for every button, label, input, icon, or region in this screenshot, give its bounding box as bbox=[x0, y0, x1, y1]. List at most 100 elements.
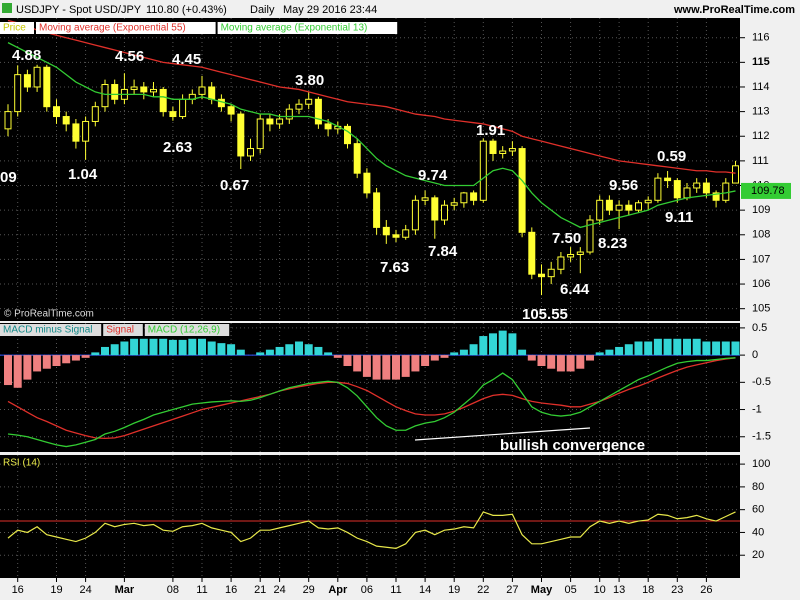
histogram-bar bbox=[537, 355, 546, 366]
histogram-bar bbox=[333, 355, 342, 358]
x-tick-label: 22 bbox=[477, 584, 489, 596]
histogram-bar bbox=[23, 355, 32, 380]
histogram-bar bbox=[81, 355, 90, 358]
x-tick-label: 19 bbox=[50, 584, 62, 596]
y-tick-label: 108 bbox=[752, 229, 770, 241]
candle-body bbox=[237, 113, 245, 157]
histogram-bar bbox=[469, 344, 478, 356]
histogram-bar bbox=[130, 338, 139, 356]
candle-body bbox=[295, 103, 303, 110]
copyright: © ProRealTime.com bbox=[4, 309, 94, 320]
histogram-bar bbox=[624, 344, 633, 356]
histogram-bar bbox=[401, 355, 410, 377]
candle-body bbox=[460, 192, 468, 204]
candle-body bbox=[33, 66, 41, 88]
candle-body bbox=[266, 118, 274, 125]
histogram-bar bbox=[207, 341, 216, 356]
histogram-bar bbox=[227, 344, 236, 356]
candle-body bbox=[702, 182, 710, 194]
x-tick-label: 19 bbox=[448, 584, 460, 596]
price-tag-bg bbox=[741, 182, 791, 199]
histogram-bar bbox=[421, 355, 430, 366]
histogram-bar bbox=[547, 355, 556, 369]
histogram-bar bbox=[527, 355, 536, 361]
y-tick-label: -1.5 bbox=[752, 431, 771, 443]
candle-body bbox=[72, 123, 80, 142]
histogram-bar bbox=[586, 355, 594, 361]
histogram-bar bbox=[702, 341, 711, 356]
candle-body bbox=[421, 197, 429, 201]
x-tick-label: 05 bbox=[564, 584, 576, 596]
candle-body bbox=[450, 202, 458, 206]
y-tick-label: 115 bbox=[752, 56, 770, 68]
price-annotation: 3.80 bbox=[295, 72, 324, 89]
candle-body bbox=[722, 182, 730, 201]
legend-label: Moving average (Exponential 55) bbox=[39, 23, 186, 34]
histogram-bar bbox=[712, 341, 721, 356]
candle-body bbox=[179, 98, 187, 118]
x-tick-label: 27 bbox=[506, 584, 518, 596]
y-tick-label: 80 bbox=[752, 481, 764, 493]
y-tick-label: 60 bbox=[752, 504, 764, 516]
candle-body bbox=[344, 125, 351, 145]
histogram-bar bbox=[673, 338, 682, 356]
candle-body bbox=[150, 88, 157, 93]
x-tick-label: 29 bbox=[303, 584, 315, 596]
price-annotation: 6.44 bbox=[560, 281, 590, 298]
x-tick-label: 24 bbox=[79, 584, 91, 596]
histogram-bar bbox=[430, 355, 439, 361]
candle-body bbox=[314, 98, 322, 125]
histogram-bar bbox=[518, 349, 527, 356]
quote: 110.80 (+0.43%) bbox=[146, 4, 227, 16]
candle-body bbox=[664, 177, 672, 182]
histogram-bar bbox=[362, 355, 371, 377]
histogram-bar bbox=[236, 349, 245, 356]
candle-body bbox=[140, 86, 148, 93]
candle-body bbox=[382, 226, 390, 236]
candle-body bbox=[53, 106, 60, 118]
candle-body bbox=[615, 204, 623, 211]
title: USDJPY - Spot USD/JPY bbox=[16, 4, 142, 16]
candle-body bbox=[169, 111, 177, 118]
histogram-bar bbox=[120, 341, 129, 356]
candle-body bbox=[586, 219, 594, 253]
histogram-bar bbox=[721, 341, 730, 356]
candle-body bbox=[576, 251, 584, 255]
candle-body bbox=[693, 182, 701, 189]
histogram-bar bbox=[663, 338, 672, 356]
y-tick-label: 112 bbox=[752, 130, 770, 142]
histogram-bar bbox=[353, 355, 362, 372]
x-tick-label: 16 bbox=[225, 584, 237, 596]
y-tick-label: 114 bbox=[752, 81, 770, 93]
candle-body bbox=[712, 192, 720, 201]
histogram-bar bbox=[644, 341, 653, 356]
candle-body bbox=[23, 74, 31, 88]
moving-average bbox=[7, 42, 736, 229]
histogram-bar bbox=[508, 333, 517, 356]
x-tick-label: 11 bbox=[196, 584, 207, 596]
candle-body bbox=[247, 148, 254, 157]
x-tick-label: 16 bbox=[12, 584, 24, 596]
x-tick-label: 14 bbox=[419, 584, 431, 596]
candle-body bbox=[470, 192, 478, 201]
histogram-bar bbox=[275, 346, 284, 356]
candle-body bbox=[111, 84, 119, 100]
price-annotation: 4.56 bbox=[115, 48, 144, 65]
candle-body bbox=[402, 229, 410, 238]
legend-bg bbox=[103, 324, 143, 336]
x-tick-label: 06 bbox=[361, 584, 373, 596]
histogram-bar bbox=[595, 352, 604, 356]
price-annotation: 8.23 bbox=[598, 235, 627, 252]
candle-body bbox=[285, 108, 293, 120]
candle-body bbox=[489, 140, 497, 154]
legend-label: Moving average (Exponential 13) bbox=[221, 23, 368, 34]
histogram-bar bbox=[634, 341, 643, 356]
histogram-bar bbox=[4, 355, 12, 386]
histogram-bar bbox=[33, 355, 42, 372]
x-tick-label: 10 bbox=[594, 584, 606, 596]
price-annotation: 0.59 bbox=[657, 148, 686, 165]
histogram-bar bbox=[188, 338, 197, 356]
y-tick-label: 100 bbox=[752, 458, 770, 470]
x-tick-label: 21 bbox=[254, 584, 266, 596]
histogram-bar bbox=[256, 352, 265, 356]
